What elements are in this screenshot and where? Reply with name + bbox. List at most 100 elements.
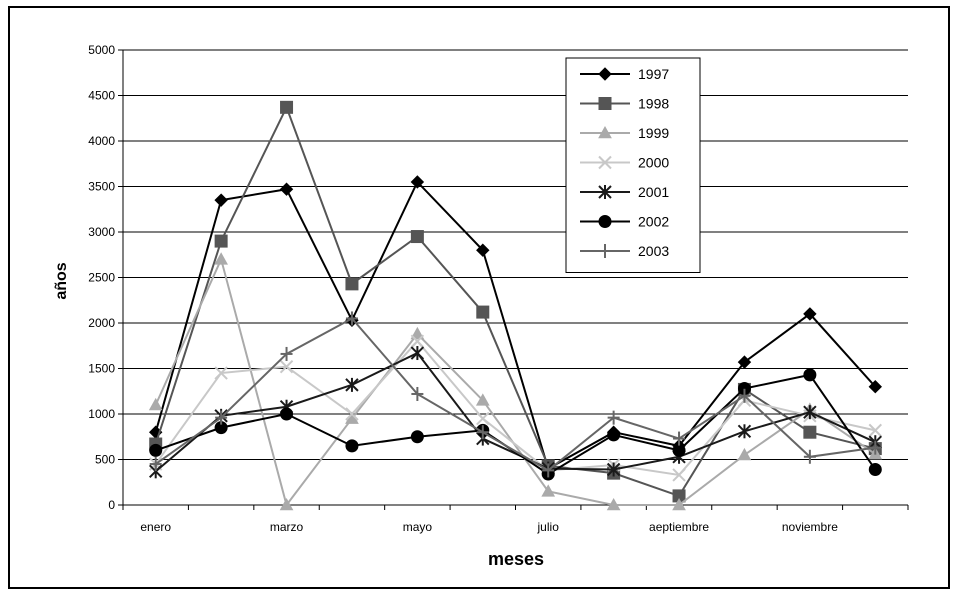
y-tick-label: 4500 — [88, 89, 115, 103]
legend-item-1998: 1998 — [580, 96, 669, 112]
y-tick-label: 4000 — [88, 134, 115, 148]
y-tick-label: 1500 — [88, 362, 115, 376]
legend-item-2000: 2000 — [580, 155, 669, 171]
y-tick-label: 3000 — [88, 225, 115, 239]
legend-marker — [598, 125, 612, 139]
legend-marker — [598, 185, 612, 199]
y-axis-title: años — [53, 262, 70, 299]
data-point — [280, 407, 294, 421]
data-point — [869, 440, 882, 455]
data-point — [475, 393, 490, 406]
series-1998 — [149, 100, 882, 503]
data-point — [803, 425, 817, 439]
chart-frame — [8, 6, 950, 589]
x-axis-title: meses — [488, 549, 544, 569]
y-tick-label: 0 — [108, 498, 115, 512]
data-point — [214, 193, 228, 207]
legend-label: 1998 — [638, 96, 669, 112]
series-2003 — [149, 311, 882, 478]
legend-label: 1997 — [638, 66, 669, 82]
data-point — [803, 368, 817, 382]
data-point — [214, 252, 228, 265]
data-point — [279, 359, 294, 374]
data-point — [868, 379, 882, 394]
y-tick-label: 5000 — [88, 43, 115, 57]
data-point — [410, 334, 425, 348]
data-point — [345, 439, 359, 453]
data-point — [672, 497, 686, 511]
data-point — [410, 346, 425, 361]
data-point — [411, 386, 424, 401]
data-point — [476, 425, 489, 440]
y-tick-label: 2500 — [88, 271, 115, 285]
x-tick-label: marzo — [270, 520, 304, 534]
data-point — [149, 443, 163, 457]
data-point — [345, 377, 359, 392]
data-point — [672, 468, 686, 482]
data-point — [737, 424, 752, 439]
data-point — [410, 230, 424, 244]
series-line-1998 — [154, 104, 876, 498]
series-line-1999 — [154, 256, 876, 508]
y-tick-label: 2000 — [88, 316, 115, 330]
data-point — [280, 100, 294, 114]
y-tick-label: 500 — [95, 453, 115, 467]
data-point — [607, 428, 621, 442]
series-line-2000 — [154, 339, 876, 477]
data-point — [542, 463, 555, 478]
legend-marker — [598, 215, 612, 228]
data-point — [738, 388, 751, 403]
data-point — [345, 277, 359, 291]
data-point — [345, 407, 359, 421]
y-tick-label: 3500 — [88, 180, 115, 194]
axes — [118, 49, 909, 510]
data-point — [476, 411, 490, 426]
legend-label: 2001 — [638, 184, 669, 200]
legend-item-1999: 1999 — [580, 125, 669, 141]
data-point — [868, 423, 882, 438]
data-point — [541, 484, 556, 497]
legend: 1997 1998 1999 2000 2001 2002 2003 — [565, 57, 701, 273]
data-point — [410, 175, 425, 189]
legend-box — [565, 57, 701, 273]
legend-item-2002: 2002 — [580, 214, 669, 230]
plot-area — [148, 100, 883, 511]
legend-item-2001: 2001 — [580, 184, 669, 200]
data-point — [606, 462, 621, 477]
x-tick-labels: enero marzo mayo julio aeptiembre noviembre — [140, 520, 838, 534]
x-tick-label: enero — [140, 520, 171, 534]
data-point — [607, 410, 620, 425]
gridlines — [123, 49, 908, 460]
data-point — [280, 346, 293, 361]
legend-marker — [598, 155, 612, 170]
data-point — [345, 311, 358, 326]
legend-label: 2003 — [638, 243, 669, 259]
series-line-2001 — [155, 351, 876, 473]
data-point — [148, 397, 163, 411]
data-point — [803, 405, 817, 420]
data-point — [476, 243, 490, 257]
data-point — [279, 182, 294, 196]
legend-marker — [598, 67, 612, 81]
y-tick-labels: 0 500 1000 1500 2000 2500 3000 3500 4000 4500 5000 — [88, 43, 115, 512]
data-point — [279, 497, 294, 511]
data-point — [214, 366, 228, 380]
data-point — [672, 443, 686, 457]
series-line-2003 — [155, 317, 876, 472]
series-1999 — [148, 252, 883, 511]
legend-item-1997: 1997 — [580, 66, 669, 82]
x-tick-label: noviembre — [782, 520, 838, 534]
data-point — [803, 307, 817, 321]
data-point — [606, 497, 621, 511]
series-2002 — [149, 368, 882, 481]
x-tick-label: aeptiembre — [649, 520, 709, 534]
data-point — [410, 430, 424, 444]
data-point — [737, 447, 752, 461]
legend-item-2003: 2003 — [580, 243, 669, 259]
data-point — [476, 305, 490, 319]
y-tick-label: 1000 — [88, 407, 115, 421]
data-point — [214, 234, 228, 248]
data-point — [673, 431, 686, 446]
series-1997 — [149, 175, 882, 476]
